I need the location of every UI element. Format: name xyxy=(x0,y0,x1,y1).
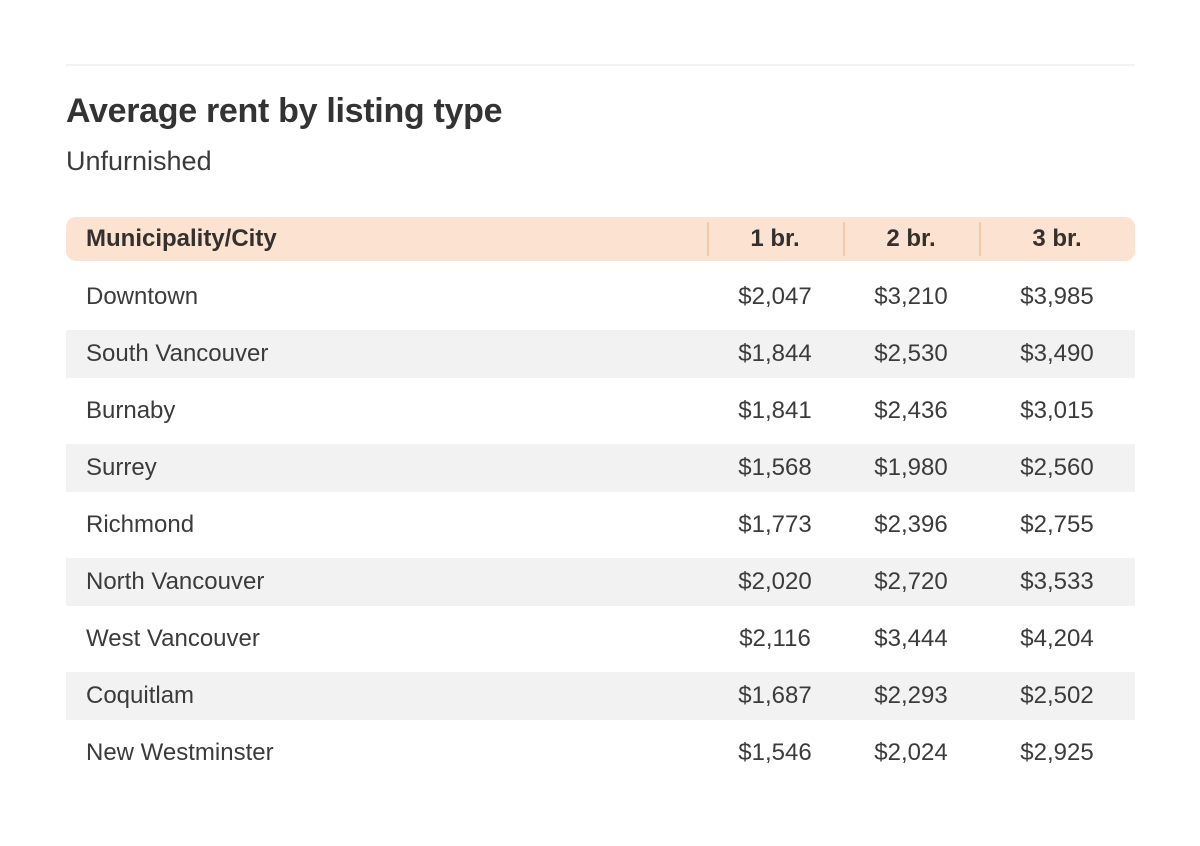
column-header-1br: 1 br. xyxy=(707,217,843,261)
cell-municipality: Coquitlam xyxy=(86,682,195,709)
top-divider xyxy=(66,64,1135,66)
cell-1br: $1,844 xyxy=(738,340,812,367)
cell-3br: $2,560 xyxy=(1020,454,1094,481)
cell-municipality: Burnaby xyxy=(86,397,176,424)
header-column-divider xyxy=(979,222,981,256)
cell-2br: $2,720 xyxy=(874,568,948,595)
cell-3br: $3,533 xyxy=(1020,568,1094,595)
cell-municipality: North Vancouver xyxy=(86,568,265,595)
cell-1br: $1,546 xyxy=(738,739,812,766)
section-subtitle: Unfurnished xyxy=(66,146,212,176)
cell-2br: $3,210 xyxy=(874,283,948,310)
cell-municipality: Richmond xyxy=(86,511,195,538)
cell-1br: $1,841 xyxy=(738,397,812,424)
cell-1br: $1,773 xyxy=(738,511,812,538)
cell-1br: $2,047 xyxy=(738,283,812,310)
table-row: Downtown $2,047 $3,210 $3,985 xyxy=(66,273,1135,321)
average-rent-table: Municipality/City 1 br. 2 br. 3 br. Down… xyxy=(66,217,1135,777)
cell-municipality: South Vancouver xyxy=(86,340,269,367)
cell-1br: $1,568 xyxy=(738,454,812,481)
cell-3br: $2,755 xyxy=(1020,511,1094,538)
cell-municipality: West Vancouver xyxy=(86,625,260,652)
cell-1br: $1,687 xyxy=(738,682,812,709)
table-row: South Vancouver $1,844 $2,530 $3,490 xyxy=(66,330,1135,378)
cell-3br: $3,015 xyxy=(1020,397,1094,424)
cell-2br: $2,293 xyxy=(874,682,948,709)
cell-municipality: Downtown xyxy=(86,283,199,310)
cell-2br: $2,530 xyxy=(874,340,948,367)
column-header-3br: 3 br. xyxy=(979,217,1135,261)
cell-2br: $3,444 xyxy=(874,625,948,652)
table-row: West Vancouver $2,116 $3,444 $4,204 xyxy=(66,615,1135,663)
header-column-divider xyxy=(707,222,709,256)
table-row: North Vancouver $2,020 $2,720 $3,533 xyxy=(66,558,1135,606)
table-header-row: Municipality/City 1 br. 2 br. 3 br. xyxy=(66,217,1135,261)
column-header-municipality: Municipality/City xyxy=(86,225,277,252)
cell-2br: $2,024 xyxy=(874,739,948,766)
header-column-divider xyxy=(843,222,845,256)
cell-3br: $3,490 xyxy=(1020,340,1094,367)
rent-report-section: Average rent by listing type Unfurnished… xyxy=(66,64,1135,777)
cell-3br: $3,985 xyxy=(1020,283,1094,310)
cell-municipality: Surrey xyxy=(86,454,157,481)
cell-1br: $2,020 xyxy=(738,568,812,595)
cell-2br: $2,436 xyxy=(874,397,948,424)
table-row: Surrey $1,568 $1,980 $2,560 xyxy=(66,444,1135,492)
table-body: Downtown $2,047 $3,210 $3,985 South Vanc… xyxy=(66,273,1135,777)
cell-2br: $2,396 xyxy=(874,511,948,538)
cell-2br: $1,980 xyxy=(874,454,948,481)
cell-3br: $2,502 xyxy=(1020,682,1094,709)
section-title: Average rent by listing type xyxy=(66,92,503,130)
table-row: Coquitlam $1,687 $2,293 $2,502 xyxy=(66,672,1135,720)
column-header-2br: 2 br. xyxy=(843,217,979,261)
column-header-3br-label: 3 br. xyxy=(1032,225,1082,252)
table-row: Richmond $1,773 $2,396 $2,755 xyxy=(66,501,1135,549)
column-header-1br-label: 1 br. xyxy=(750,225,800,252)
cell-3br: $2,925 xyxy=(1020,739,1094,766)
table-row: Burnaby $1,841 $2,436 $3,015 xyxy=(66,387,1135,435)
cell-3br: $4,204 xyxy=(1020,625,1094,652)
cell-1br: $2,116 xyxy=(739,625,811,652)
table-row: New Westminster $1,546 $2,024 $2,925 xyxy=(66,729,1135,777)
column-header-2br-label: 2 br. xyxy=(886,225,936,252)
cell-municipality: New Westminster xyxy=(86,739,274,766)
